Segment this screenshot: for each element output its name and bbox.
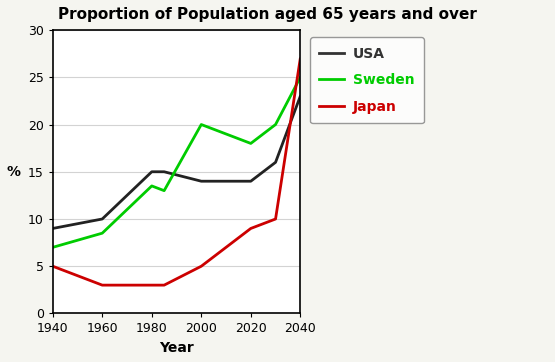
- X-axis label: Year: Year: [159, 341, 194, 355]
- Y-axis label: %: %: [7, 165, 21, 179]
- Legend: USA, Sweden, Japan: USA, Sweden, Japan: [310, 37, 424, 123]
- Text: Proportion of Population aged 65 years and over: Proportion of Population aged 65 years a…: [58, 7, 477, 22]
